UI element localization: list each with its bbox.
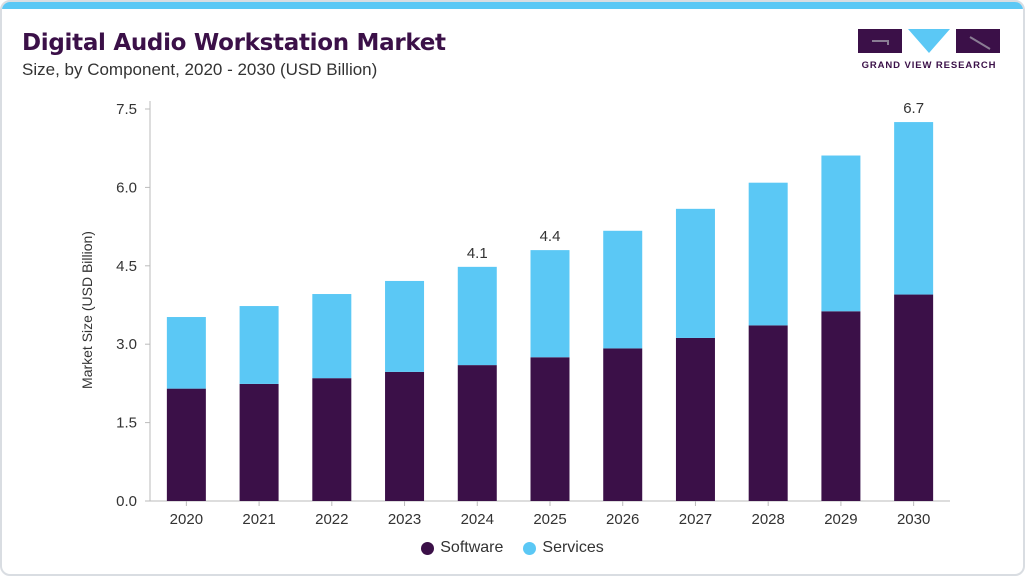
bar-software-2030	[894, 294, 934, 501]
legend-swatch-software	[421, 541, 435, 555]
bar-software-2021	[239, 383, 279, 501]
bar-services-2027	[675, 208, 715, 338]
bar-software-2028	[748, 325, 788, 501]
bar-software-2022	[312, 378, 352, 501]
bar-software-2027	[675, 337, 715, 501]
y-tick-label: 6.0	[116, 179, 137, 196]
legend-item-services: Services	[523, 539, 604, 557]
legend-item-software: Software	[421, 539, 503, 557]
bar-services-2022	[312, 294, 352, 379]
x-tick-label: 2023	[388, 511, 421, 528]
x-tick-label: 2024	[461, 511, 494, 528]
y-tick-label: 7.5	[116, 101, 137, 118]
bar-services-2021	[239, 306, 279, 384]
x-tick-label: 2027	[679, 511, 712, 528]
y-tick-label: 1.5	[116, 415, 137, 432]
bar-services-2029	[821, 155, 861, 312]
bar-software-2024	[457, 365, 497, 501]
y-tick-label: 3.0	[116, 336, 137, 353]
legend-swatch-services	[523, 541, 537, 555]
x-tick-label: 2022	[315, 511, 348, 528]
legend-label-services: Services	[542, 539, 604, 556]
x-tick-label: 2030	[897, 511, 930, 528]
bar-services-2023	[385, 280, 425, 372]
data-label-2024: 4.1	[467, 245, 488, 262]
bar-software-2020	[166, 388, 206, 501]
bar-software-2029	[821, 311, 861, 501]
chart-subtitle: Size, by Component, 2020 - 2030 (USD Bil…	[22, 60, 378, 79]
x-tick-label: 2029	[824, 511, 857, 528]
legend: Software Services	[2, 539, 1023, 557]
x-tick-label: 2025	[533, 511, 566, 528]
x-tick-label: 2026	[606, 511, 639, 528]
bar-services-2028	[748, 182, 788, 326]
y-tick-label: 4.5	[116, 258, 137, 275]
brand-logo-icon	[858, 29, 1000, 53]
data-label-2025: 4.4	[540, 228, 561, 245]
bar-services-2025	[530, 250, 570, 358]
bar-software-2026	[603, 348, 643, 501]
bar-services-2024	[457, 266, 497, 366]
chart-title: Digital Audio Workstation Market	[22, 30, 446, 56]
y-tick-label: 0.0	[116, 493, 137, 510]
top-accent-bar	[2, 2, 1023, 9]
x-tick-label: 2021	[242, 511, 275, 528]
brand-logo: GRAND VIEW RESEARCH	[858, 29, 1000, 73]
bar-software-2025	[530, 357, 570, 501]
bar-services-2030	[894, 122, 934, 295]
bar-services-2020	[166, 317, 206, 389]
brand-name: GRAND VIEW RESEARCH	[861, 60, 997, 71]
legend-label-software: Software	[440, 539, 504, 556]
y-axis-title: Market Size (USD Billion)	[79, 231, 95, 389]
x-tick-label: 2028	[751, 511, 784, 528]
bar-software-2023	[385, 371, 425, 501]
data-label-2030: 6.7	[903, 100, 924, 117]
bar-services-2026	[603, 230, 643, 349]
x-tick-label: 2020	[170, 511, 203, 528]
